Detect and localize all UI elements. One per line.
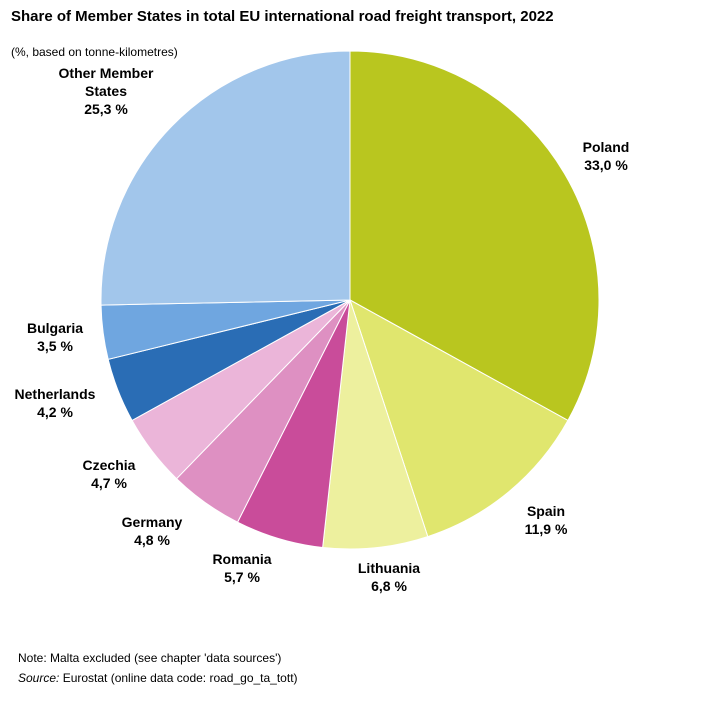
- chart-title: Share of Member States in total EU inter…: [11, 8, 554, 25]
- slice-label-germany: Germany 4,8 %: [122, 514, 183, 548]
- chart-subtitle: (%, based on tonne-kilometres): [11, 45, 178, 59]
- source-label: Source:: [18, 671, 60, 685]
- slice-label-other-member-states: Other Member States 25,3 %: [59, 65, 154, 117]
- slice-label-romania: Romania 5,7 %: [212, 551, 271, 585]
- slice-label-poland: Poland 33,0 %: [583, 139, 630, 173]
- pie-slice-poland: [349, 50, 600, 422]
- slice-label-lithuania: Lithuania 6,8 %: [358, 560, 420, 594]
- slice-label-bulgaria: Bulgaria 3,5 %: [27, 320, 83, 354]
- pie-slice-other-member-states: [100, 50, 351, 306]
- slice-label-netherlands: Netherlands 4,2 %: [15, 386, 96, 420]
- pie-slice-lithuania: [322, 299, 429, 550]
- slice-label-czechia: Czechia 4,7 %: [83, 457, 136, 491]
- pie-labels: Poland 33,0 % Spain 11,9 % Lithuania 6,8 % Rom…: [15, 65, 630, 594]
- pie-slices: [100, 50, 600, 550]
- source-line: Source: Eurostat (online data code: road…: [18, 668, 298, 688]
- note-text: Note: Malta excluded (see chapter 'data …: [18, 651, 282, 665]
- pie-slice-spain: [349, 298, 569, 538]
- chart-footnote: Note: Malta excluded (see chapter 'data …: [18, 648, 298, 688]
- slice-label-spain: Spain 11,9 %: [525, 503, 568, 537]
- source-text: Eurostat (online data code: road_go_ta_t…: [59, 671, 298, 685]
